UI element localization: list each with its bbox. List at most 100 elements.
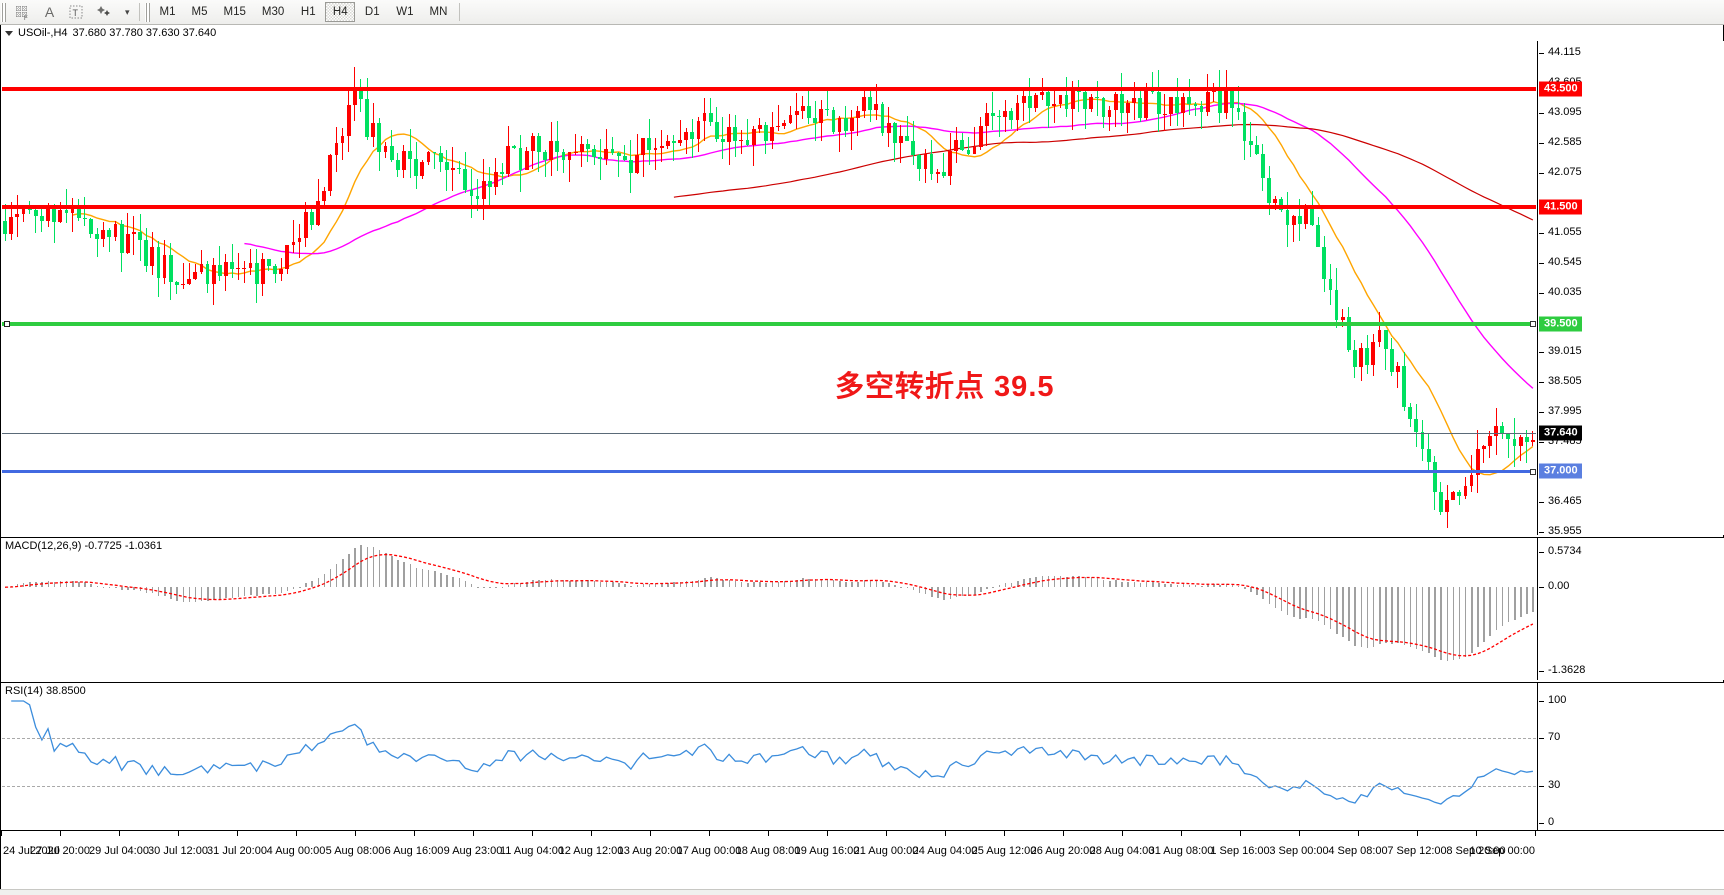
candle-body <box>1340 317 1345 321</box>
candle-body <box>1015 102 1020 120</box>
timeframe-m30[interactable]: M30 <box>261 6 285 18</box>
candle-wick <box>1164 94 1166 132</box>
candle-wick <box>1194 101 1196 116</box>
macd-histogram-bar <box>673 582 675 588</box>
macd-histogram-bar <box>317 577 319 588</box>
candle-body <box>432 152 437 154</box>
candle-wick <box>906 115 908 142</box>
candle-body <box>1438 492 1443 513</box>
objects-icon[interactable] <box>91 2 119 23</box>
macd-histogram-bar <box>1311 587 1314 620</box>
macd-plot[interactable] <box>2 538 1536 680</box>
candle-body <box>1500 425 1505 434</box>
macd-histogram-bar <box>323 574 326 588</box>
candle-body <box>1353 349 1357 367</box>
candle-body <box>334 142 339 155</box>
macd-histogram-bar <box>292 587 295 589</box>
timeframe-d1[interactable]: D1 <box>364 6 380 18</box>
level-line-37-000[interactable] <box>2 468 1536 475</box>
rsi-plot[interactable] <box>2 683 1536 830</box>
time-tick <box>1476 831 1477 836</box>
macd-histogram-bar <box>1501 587 1504 626</box>
time-axis[interactable]: 24 Jul 2020 27 Jul 20:00 29 Jul 04:00 30 Ju… <box>1 830 1724 893</box>
timeframe-m1[interactable]: M1 <box>159 6 176 18</box>
timeframe-m15[interactable]: M15 <box>223 6 246 18</box>
candle-wick <box>857 106 859 136</box>
macd-histogram-bar <box>888 582 890 588</box>
candle-wick <box>777 105 779 131</box>
line-handle[interactable] <box>1530 468 1536 475</box>
collapse-icon[interactable] <box>5 30 13 36</box>
candle-body <box>1230 87 1235 108</box>
macd-histogram-bar <box>65 581 68 588</box>
candle-body <box>1211 90 1216 92</box>
macd-histogram-bar <box>967 587 970 596</box>
macd-histogram-bar <box>342 559 344 588</box>
level-line-41-500[interactable] <box>2 204 1536 209</box>
candle-body <box>794 111 799 116</box>
macd-histogram-bar <box>250 587 252 596</box>
text-label-icon[interactable]: A <box>44 4 55 20</box>
chevron-down-icon[interactable]: ▾ <box>125 6 130 17</box>
macd-histogram-bar <box>1507 587 1510 623</box>
candle-body <box>776 125 781 127</box>
candle-body <box>1463 485 1468 497</box>
candle-body <box>217 264 222 277</box>
price-axis[interactable]: 44.11543.60543.09542.58542.07541.05540.5… <box>1537 41 1724 535</box>
candle-body <box>309 212 314 226</box>
candle-body <box>1426 448 1431 462</box>
candle-body <box>113 223 118 237</box>
candle-body <box>1328 279 1333 291</box>
candle-body <box>856 110 860 118</box>
macd-histogram-bar <box>470 583 473 588</box>
candle-body <box>849 117 854 131</box>
macd-histogram-bar <box>980 587 982 593</box>
candle-body <box>1009 111 1014 120</box>
macd-histogram-bar <box>1495 587 1498 631</box>
macd-histogram-bar <box>22 583 25 588</box>
timeframe-h1[interactable]: H1 <box>300 6 316 18</box>
candle-body <box>647 138 652 150</box>
candle-body <box>1236 107 1241 112</box>
toolbar-grip[interactable] <box>1 2 6 22</box>
time-tick <box>414 831 415 836</box>
line-handle-left[interactable] <box>4 320 10 327</box>
candle-body <box>260 259 265 285</box>
macd-histogram-bar <box>783 581 786 588</box>
candle-body <box>254 262 259 285</box>
candle-body <box>678 140 682 143</box>
macd-histogram-bar <box>268 587 270 594</box>
timeframe-mn[interactable]: MN <box>429 6 448 18</box>
time-tick <box>1535 831 1536 836</box>
ma-fast-line <box>72 98 1534 476</box>
text-box-icon[interactable]: T <box>63 2 89 23</box>
level-line-43-500[interactable] <box>2 87 1536 92</box>
crosshair-grid-icon[interactable]: F <box>9 2 36 23</box>
candle-wick <box>747 118 749 146</box>
candle-body <box>1261 154 1265 179</box>
candle-body <box>248 262 253 269</box>
timeframe-grip[interactable] <box>144 2 150 22</box>
candle-body <box>475 195 480 200</box>
price-tag-43-500: 43.500 <box>1539 81 1582 97</box>
macd-histogram-bar <box>90 583 92 588</box>
candle-body <box>1199 105 1204 113</box>
candle-wick <box>35 207 37 233</box>
candle-body <box>107 229 112 237</box>
macd-histogram-bar <box>207 587 209 602</box>
level-line-39-500[interactable] <box>2 320 1536 327</box>
macd-histogram-bar <box>1053 576 1056 588</box>
candle-body <box>365 99 369 137</box>
candle-wick <box>538 132 540 173</box>
timeframe-w1[interactable]: W1 <box>396 6 414 18</box>
ma-slow-line <box>673 123 1534 221</box>
line-handle[interactable] <box>1530 320 1536 327</box>
price-plot[interactable]: 多空转折点 39.5 <box>2 41 1536 535</box>
timeframe-m5[interactable]: M5 <box>191 6 208 18</box>
candle-body <box>236 268 241 270</box>
candle-body <box>1451 492 1456 501</box>
timeframe-h4[interactable]: H4 <box>325 2 356 22</box>
macd-histogram-bar <box>1225 583 1228 588</box>
candle-body <box>862 96 866 111</box>
candle-wick <box>434 151 436 169</box>
